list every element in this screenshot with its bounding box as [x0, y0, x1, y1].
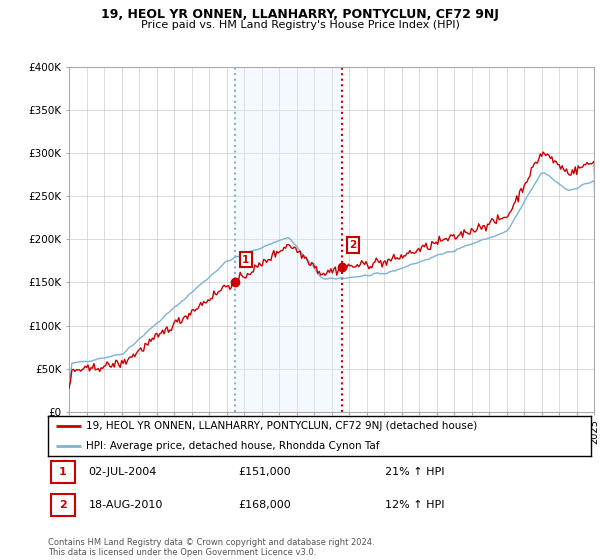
Text: 18-AUG-2010: 18-AUG-2010: [89, 500, 163, 510]
Text: 02-JUL-2004: 02-JUL-2004: [89, 467, 157, 477]
Text: £168,000: £168,000: [238, 500, 291, 510]
Bar: [51, 494, 75, 516]
Bar: [235, 67, 343, 412]
Text: 2: 2: [349, 240, 356, 250]
Text: 12% ↑ HPI: 12% ↑ HPI: [385, 500, 444, 510]
Text: Price paid vs. HM Land Registry's House Price Index (HPI): Price paid vs. HM Land Registry's House …: [140, 20, 460, 30]
Text: 1: 1: [242, 255, 250, 265]
Text: 1: 1: [59, 467, 67, 477]
Text: 19, HEOL YR ONNEN, LLANHARRY, PONTYCLUN, CF72 9NJ (detached house): 19, HEOL YR ONNEN, LLANHARRY, PONTYCLUN,…: [86, 421, 477, 431]
Text: Contains HM Land Registry data © Crown copyright and database right 2024.
This d: Contains HM Land Registry data © Crown c…: [48, 538, 374, 557]
Text: 2: 2: [59, 500, 67, 510]
Text: HPI: Average price, detached house, Rhondda Cynon Taf: HPI: Average price, detached house, Rhon…: [86, 441, 380, 451]
Text: 19, HEOL YR ONNEN, LLANHARRY, PONTYCLUN, CF72 9NJ: 19, HEOL YR ONNEN, LLANHARRY, PONTYCLUN,…: [101, 8, 499, 21]
Text: 21% ↑ HPI: 21% ↑ HPI: [385, 467, 444, 477]
Text: £151,000: £151,000: [238, 467, 290, 477]
Bar: [51, 461, 75, 483]
